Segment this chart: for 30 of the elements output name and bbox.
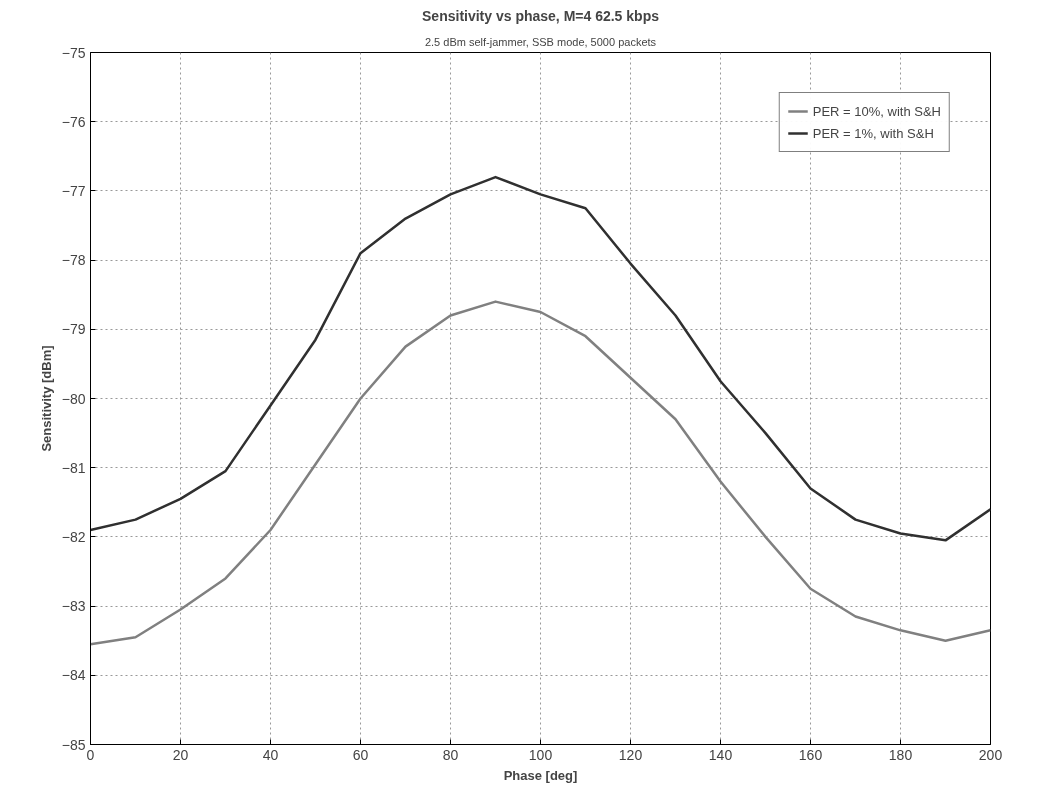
x-tick-label: 100 xyxy=(528,746,553,763)
x-tick-label: 200 xyxy=(978,746,1003,763)
y-tick-label: −84 xyxy=(61,667,86,684)
chart-title: Sensitivity vs phase, M=4 62.5 kbps xyxy=(422,7,660,24)
x-tick-label: 80 xyxy=(442,746,459,763)
x-tick-label: 120 xyxy=(618,746,643,763)
line-series xyxy=(90,300,991,646)
y-tick-label: −75 xyxy=(61,44,86,61)
y-axis-title: Sensitivity [dBm] xyxy=(38,345,54,452)
x-tick-label: 180 xyxy=(888,746,913,763)
x-axis-title: Phase [deg] xyxy=(503,767,578,783)
x-tick-label: 40 xyxy=(262,746,279,763)
y-tick-label: −79 xyxy=(61,321,86,338)
x-tick-label: 0 xyxy=(86,746,95,763)
y-tick-label: −77 xyxy=(61,182,86,199)
y-tick-label: −78 xyxy=(61,252,86,269)
y-tick-label: −83 xyxy=(61,598,86,615)
legend-label: PER = 10%, with S&H xyxy=(812,103,941,119)
x-tick-label: 20 xyxy=(172,746,189,763)
chart-subtitle: 2.5 dBm self-jammer, SSB mode, 5000 packets xyxy=(424,35,657,48)
y-tick-label: −81 xyxy=(61,459,86,476)
x-tick-label: 140 xyxy=(708,746,733,763)
y-tick-label: −80 xyxy=(61,390,86,407)
legend-label: PER = 1%, with S&H xyxy=(812,125,934,141)
x-tick-label: 60 xyxy=(352,746,369,763)
y-tick-label: −85 xyxy=(61,736,86,753)
y-tick-label: −76 xyxy=(61,113,86,130)
x-tick-label: 160 xyxy=(798,746,823,763)
line-series xyxy=(90,175,991,542)
y-tick-label: −82 xyxy=(61,528,86,545)
